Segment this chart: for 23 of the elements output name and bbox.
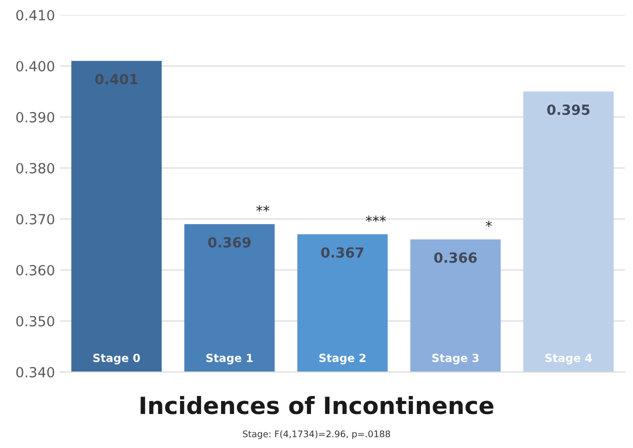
y-tick-label: 0.390	[16, 112, 54, 122]
text: Stage: F(4,1734)=2.96, p=.0188	[242, 430, 390, 440]
data-label: 0.395	[547, 104, 590, 115]
data-label: 0.367	[321, 247, 364, 258]
y-tick-label: 0.370	[16, 214, 54, 224]
x-tick-label: Stage 0	[93, 354, 140, 364]
y-tick-label: 0.340	[16, 366, 54, 378]
annotation: ***	[366, 216, 386, 222]
annotation: **	[256, 205, 270, 212]
text: Incidences of Incontinence	[140, 396, 494, 414]
x-tick-label: Stage 3	[432, 354, 479, 364]
data-label: 0.366	[434, 252, 477, 263]
y-tick-label: 0.350	[16, 316, 54, 326]
y-tick-label: 0.360	[16, 264, 54, 276]
y-tick-label: 0.410	[16, 10, 54, 20]
data-label: 0.401	[95, 74, 138, 84]
y-tick-label: 0.380	[16, 162, 54, 174]
x-tick-label: Stage 4	[545, 354, 592, 364]
annotation: *	[486, 220, 492, 227]
x-tick-label: Stage 1	[206, 354, 253, 364]
x-tick-label: Stage 2	[319, 354, 366, 364]
data-label: 0.369	[208, 237, 251, 248]
y-tick-label: 0.400	[16, 60, 54, 72]
